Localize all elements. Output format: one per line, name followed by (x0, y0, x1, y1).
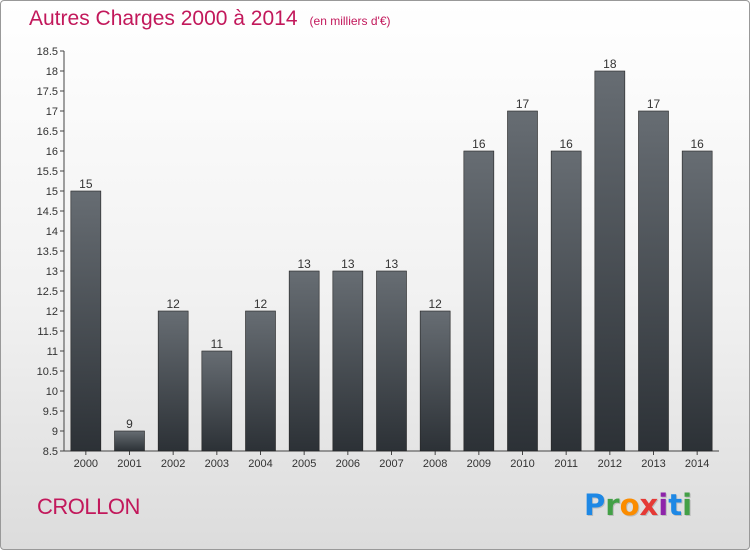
bar (245, 310, 276, 452)
y-tick-label: 9 (52, 426, 58, 438)
y-tick-label: 13 (46, 266, 58, 278)
y-tick-label: 11.5 (37, 326, 58, 338)
x-tick-label: 2002 (161, 458, 185, 470)
x-tick-label: 2006 (336, 458, 360, 470)
value-label: 12 (428, 297, 442, 311)
logo-letter: i (658, 488, 669, 522)
logo-letter: x (639, 488, 659, 522)
chart-title: Autres Charges 2000 à 2014 (29, 7, 298, 30)
value-label: 17 (516, 97, 530, 111)
value-label: 13 (341, 257, 355, 271)
logo-letter: t (668, 488, 683, 522)
logo-letter: o (619, 488, 640, 522)
chart-unit: (en milliers d'€) (309, 14, 391, 28)
bar (157, 310, 189, 452)
y-tick-label: 10 (46, 386, 58, 398)
x-tick-label: 2007 (379, 458, 403, 470)
bar (463, 150, 495, 452)
bar (288, 270, 320, 452)
bars-group (70, 70, 713, 452)
logo-letter: r (605, 488, 620, 522)
x-tick-label: 2001 (117, 458, 141, 470)
x-tick-label: 2012 (598, 458, 622, 470)
logo-letter: P (584, 488, 606, 522)
y-tick-label: 14.5 (37, 206, 58, 218)
x-tick-label: 2000 (74, 458, 98, 470)
value-label: 9 (126, 417, 133, 431)
bar (332, 270, 364, 452)
bar (70, 190, 102, 452)
value-label: 13 (297, 257, 311, 271)
bar (594, 70, 626, 452)
value-label: 11 (211, 337, 224, 351)
labels-group: 2000 15 2001 9 2002 12 2003 11 2004 12 2005 13 2006 1… (74, 57, 710, 470)
y-tick-label: 11 (47, 346, 58, 358)
y-tick-label: 18.5 (37, 46, 58, 58)
y-tick-label: 18 (46, 66, 58, 78)
bar (550, 150, 582, 452)
title-row: Autres Charges 2000 à 2014 (en milliers d… (29, 7, 391, 31)
bar (376, 270, 407, 452)
value-label: 18 (603, 57, 617, 71)
bar (681, 150, 713, 452)
value-label: 16 (559, 137, 573, 151)
value-label: 12 (166, 297, 180, 311)
y-tick-label: 14 (46, 226, 58, 238)
y-tick-label: 17.5 (37, 86, 58, 98)
x-tick-label: 2004 (248, 458, 272, 470)
bar (201, 350, 233, 452)
y-tick-label: 10.5 (37, 366, 58, 378)
y-tick-label: 12.5 (37, 286, 58, 298)
logo-letter: i (682, 488, 693, 522)
x-tick-label: 2005 (292, 458, 316, 470)
bar (114, 430, 145, 452)
y-tick-label: 15.5 (37, 166, 58, 178)
x-tick-label: 2010 (510, 458, 534, 470)
x-tick-label: 2003 (205, 458, 229, 470)
y-tick-label: 12 (46, 306, 58, 318)
bar (507, 110, 538, 452)
y-tick-label: 9.5 (43, 406, 58, 418)
value-label: 16 (690, 137, 704, 151)
value-label: 12 (254, 297, 268, 311)
y-tick-label: 8.5 (43, 446, 58, 458)
x-tick-label: 2008 (423, 458, 447, 470)
y-tick-label: 17 (46, 106, 58, 118)
commune-name: CROLLON (37, 494, 140, 519)
y-tick-label: 15 (46, 186, 58, 198)
value-label: 17 (647, 97, 661, 111)
y-tick-label: 16.5 (37, 126, 58, 138)
x-tick-label: 2013 (641, 458, 665, 470)
x-tick-label: 2011 (554, 458, 578, 470)
x-tick-label: 2009 (467, 458, 491, 470)
value-label: 15 (79, 177, 93, 191)
proxiti-logo: Proxiti (584, 488, 692, 522)
y-tick-label: 16 (46, 146, 58, 158)
value-label: 13 (385, 257, 399, 271)
bar (419, 310, 451, 452)
value-label: 16 (472, 137, 486, 151)
y-tick-label: 13.5 (37, 246, 58, 258)
bar (638, 110, 669, 452)
x-tick-label: 2014 (685, 458, 709, 470)
